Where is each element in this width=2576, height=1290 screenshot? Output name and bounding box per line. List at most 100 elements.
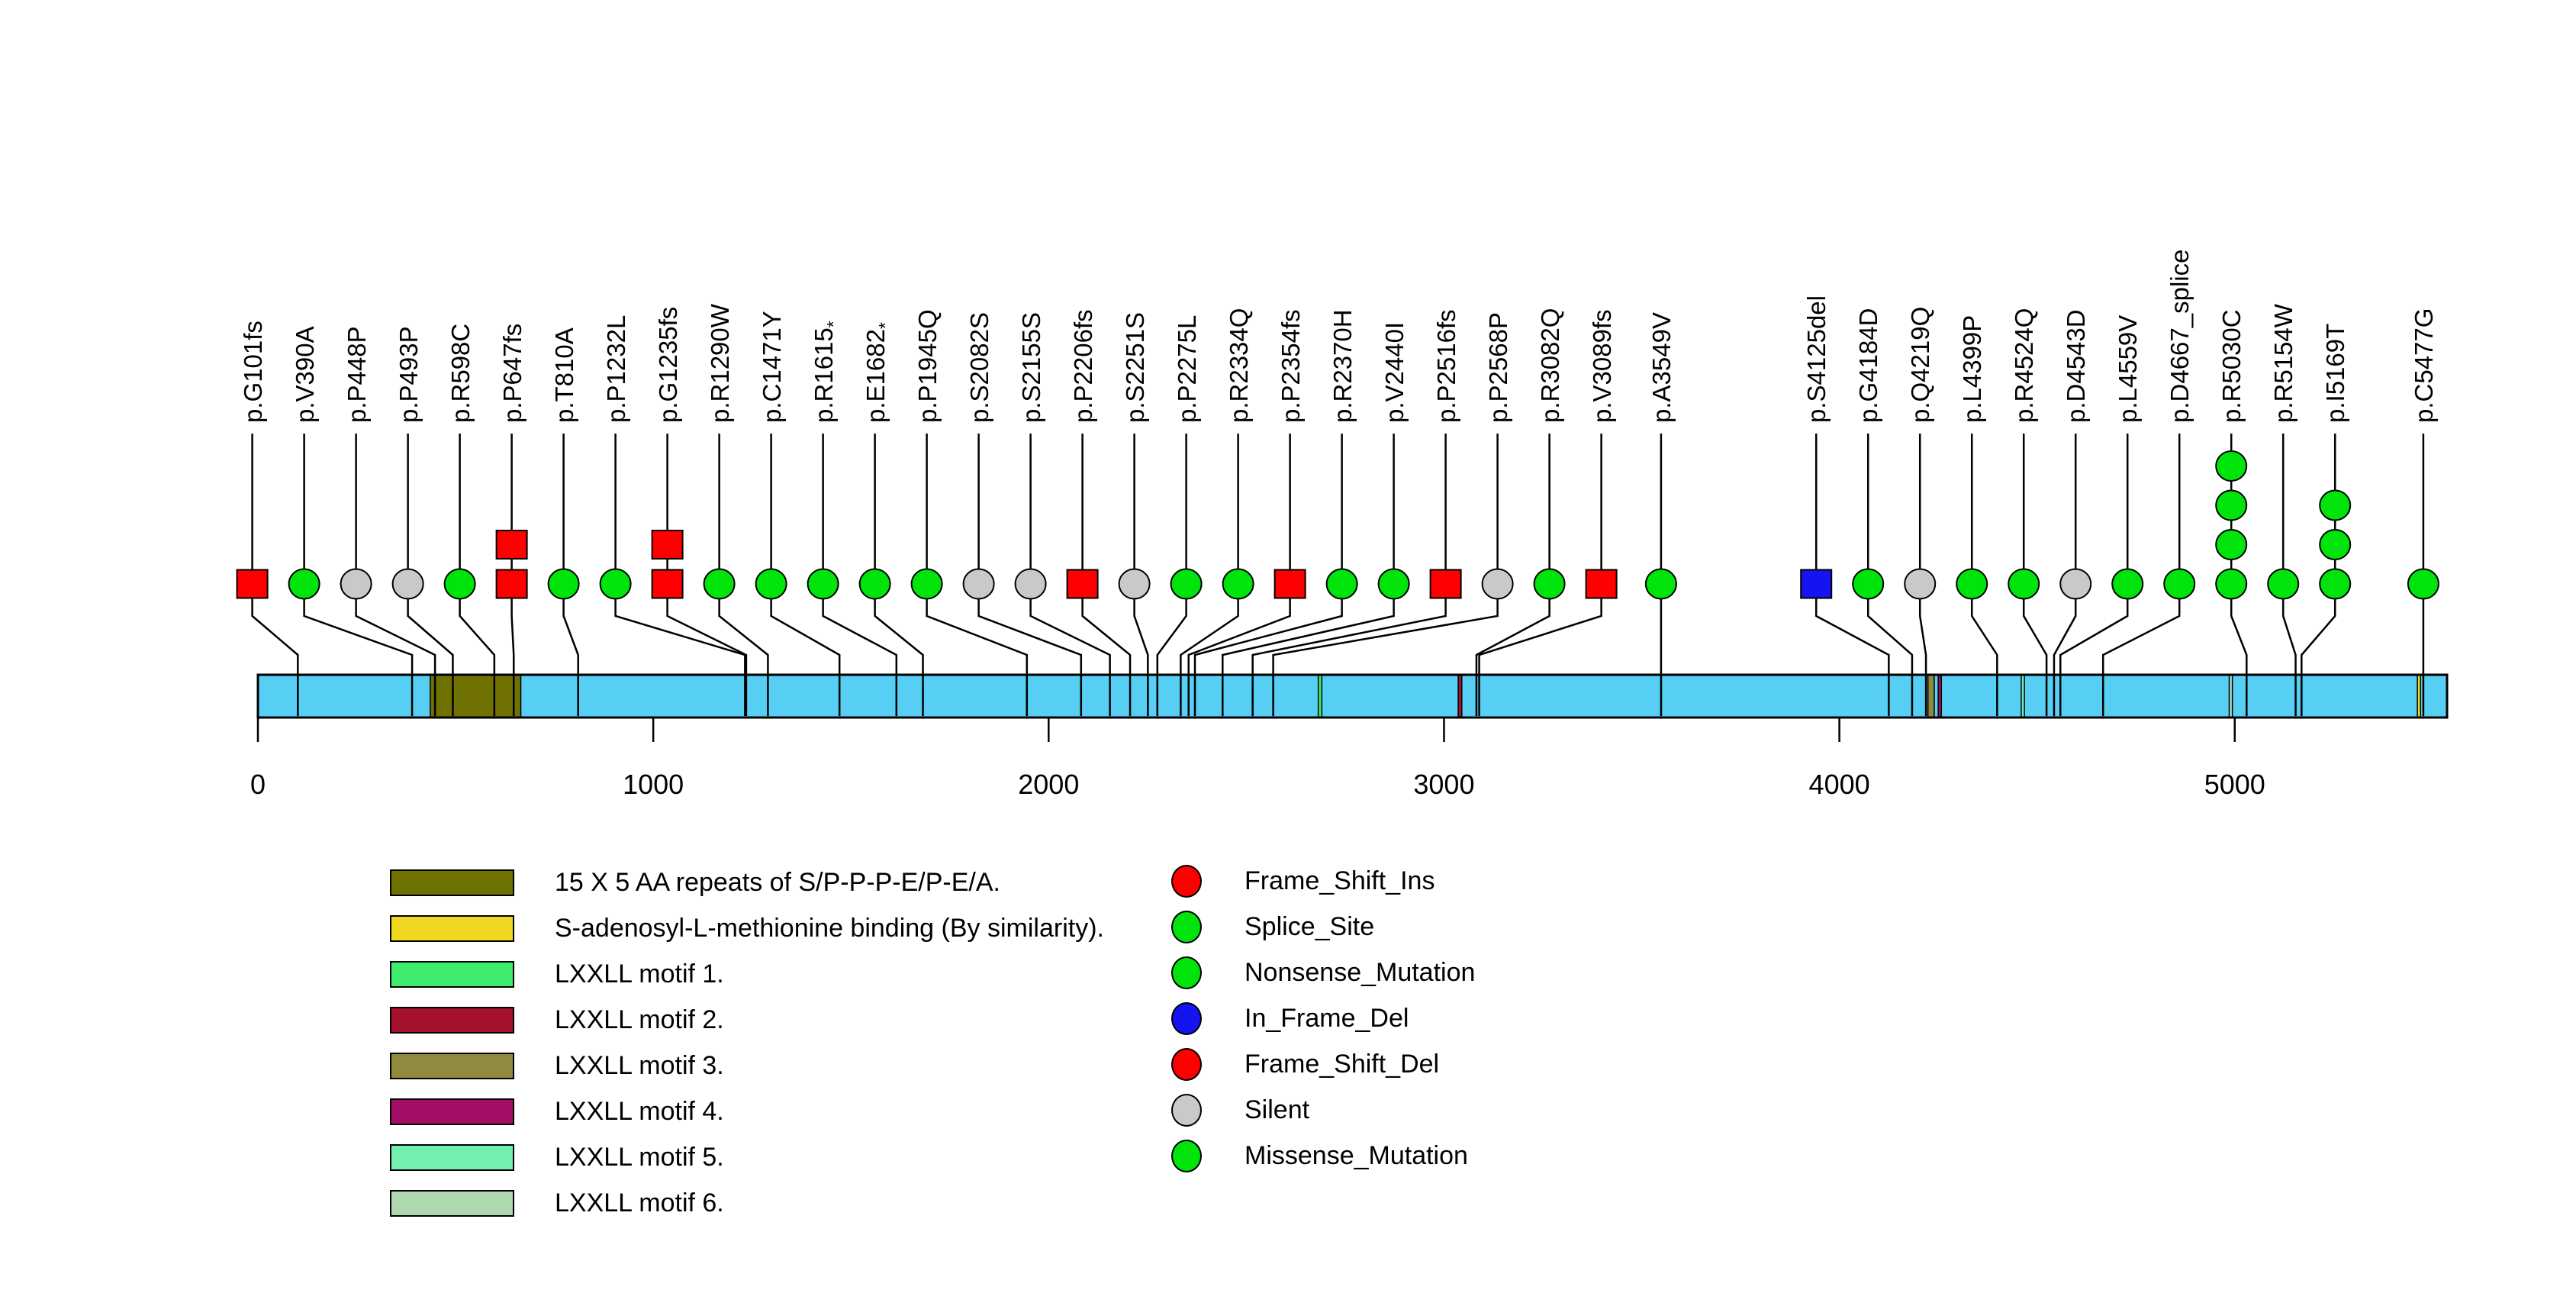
legend-mutation-type-marker <box>1171 956 1202 989</box>
connector-line <box>1814 434 1890 716</box>
nonsense-star: * <box>823 321 843 328</box>
connector-line <box>1193 434 1343 716</box>
legend-mutation-type-marker <box>1171 911 1202 943</box>
connector-line <box>2101 434 2181 716</box>
mutation-marker <box>1274 569 1306 599</box>
legend-domain-swatch <box>390 915 514 942</box>
connector-line <box>2301 434 2336 716</box>
connector-line <box>510 434 515 716</box>
legend-mutation-type-label: Frame_Shift_Ins <box>1245 866 1435 895</box>
legend-mutation-type-label: Silent <box>1245 1095 1310 1124</box>
mutation-marker <box>2215 529 2248 560</box>
mutation-marker <box>1852 568 1885 600</box>
mutation-marker <box>2319 489 2352 521</box>
connector-line <box>1478 434 1602 716</box>
mutation-marker <box>1429 569 1462 599</box>
legend-domain-label: LXXLL motif 4. <box>555 1097 724 1126</box>
connector-line <box>355 434 436 716</box>
connector-line <box>614 434 746 716</box>
legend-domain-label: LXXLL motif 1. <box>555 959 724 988</box>
connector-line <box>251 434 299 716</box>
mutation-marker <box>2163 568 2196 600</box>
mutation-label: p.A3549V <box>1647 312 1676 423</box>
legend-mutation-type-marker <box>1171 1048 1202 1081</box>
legend-mutation-type-label: In_Frame_Del <box>1245 1004 1409 1033</box>
mutation-marker <box>2319 529 2352 560</box>
connector-line <box>718 434 769 716</box>
mutation-marker <box>807 568 839 600</box>
mutation-marker <box>391 568 424 600</box>
mutation-marker <box>2407 568 2439 600</box>
mutation-marker <box>2215 489 2248 521</box>
axis-tick-label: 2000 <box>1018 769 1079 800</box>
legend-domain-row: LXXLL motif 5. <box>390 1143 724 1172</box>
mutation-marker <box>962 568 995 600</box>
protein-bar <box>258 675 2447 718</box>
axis-tick-label: 5000 <box>2204 769 2265 800</box>
connector-line <box>1251 434 1447 716</box>
mutation-marker <box>1066 569 1099 599</box>
legend-domain-swatch <box>390 1053 514 1079</box>
mutation-marker <box>1014 568 1047 600</box>
connector-line <box>1918 434 1927 716</box>
connector-line <box>2281 434 2297 716</box>
mutation-marker <box>703 568 736 600</box>
mutation-marker <box>858 568 891 600</box>
legend-domain-row: LXXLL motif 3. <box>390 1051 724 1081</box>
legend-mutation-type-row: Splice_Site <box>1171 911 1374 943</box>
legend-mutation-type-row: Missense_Mutation <box>1171 1140 1468 1172</box>
connector-line <box>926 434 1029 716</box>
mutation-marker <box>1533 568 1566 600</box>
legend-domain-row: LXXLL motif 2. <box>390 1005 724 1035</box>
connector-line <box>1970 434 1998 716</box>
legend-domain-swatch <box>390 869 514 896</box>
mutation-marker <box>651 530 684 560</box>
domain-region <box>1317 674 1323 718</box>
mutation-marker <box>443 568 476 600</box>
mutation-marker <box>910 568 943 600</box>
nonsense-star: * <box>874 322 895 330</box>
connector-line <box>822 434 898 716</box>
domain-region <box>2228 674 2233 718</box>
legend-mutation-type-row: Frame_Shift_Del <box>1171 1048 1439 1081</box>
connector-line <box>1029 434 1111 716</box>
domain-region <box>1937 674 1943 718</box>
legend-mutation-type-row: Silent <box>1171 1094 1309 1127</box>
mutation-marker <box>2319 568 2352 600</box>
mutation-marker <box>2008 568 2040 600</box>
legend-mutation-type-marker <box>1171 1002 1202 1035</box>
connector-line <box>1187 434 1291 716</box>
domain-region <box>430 674 522 718</box>
legend-mutation-type-marker <box>1171 865 1202 898</box>
mutation-marker <box>495 569 528 599</box>
connector-line <box>1180 434 1239 716</box>
mutation-marker <box>2215 450 2248 482</box>
legend-domain-label: LXXLL motif 2. <box>555 1005 724 1034</box>
connector-line <box>1156 434 1187 716</box>
legend-domain-label: 15 X 5 AA repeats of S/P-P-P-E/P-E/A. <box>555 868 1000 897</box>
legend-domain-row: S-adenosyl-L-methionine binding (By simi… <box>390 914 1104 943</box>
legend-mutation-type-row: In_Frame_Del <box>1171 1002 1409 1035</box>
mutation-marker <box>288 568 320 600</box>
mutation-marker <box>1170 568 1203 600</box>
connector-line <box>1081 434 1132 716</box>
connector-line <box>459 434 496 716</box>
mutation-label: p.I5169T <box>2321 323 2350 423</box>
protein-bar-border <box>256 673 2449 719</box>
mutation-marker <box>1377 568 1410 600</box>
mutation-marker <box>1325 568 1358 600</box>
connector-line <box>2230 434 2248 716</box>
mutation-marker <box>1481 568 1514 600</box>
legend-mutation-type-label: Frame_Shift_Del <box>1245 1050 1440 1079</box>
mutation-marker <box>1800 569 1833 599</box>
axis-tick-label: 4000 <box>1809 769 1870 800</box>
connector-line <box>1272 434 1499 716</box>
mutation-marker <box>2059 568 2092 600</box>
mutation-marker <box>1118 568 1151 600</box>
connector-line <box>1133 434 1149 716</box>
domain-region <box>1927 674 1935 718</box>
mutation-marker <box>340 568 372 600</box>
domain-region <box>1457 674 1463 718</box>
legend-domain-swatch <box>390 1190 514 1217</box>
legend-domain-label: LXXLL motif 5. <box>555 1143 724 1172</box>
